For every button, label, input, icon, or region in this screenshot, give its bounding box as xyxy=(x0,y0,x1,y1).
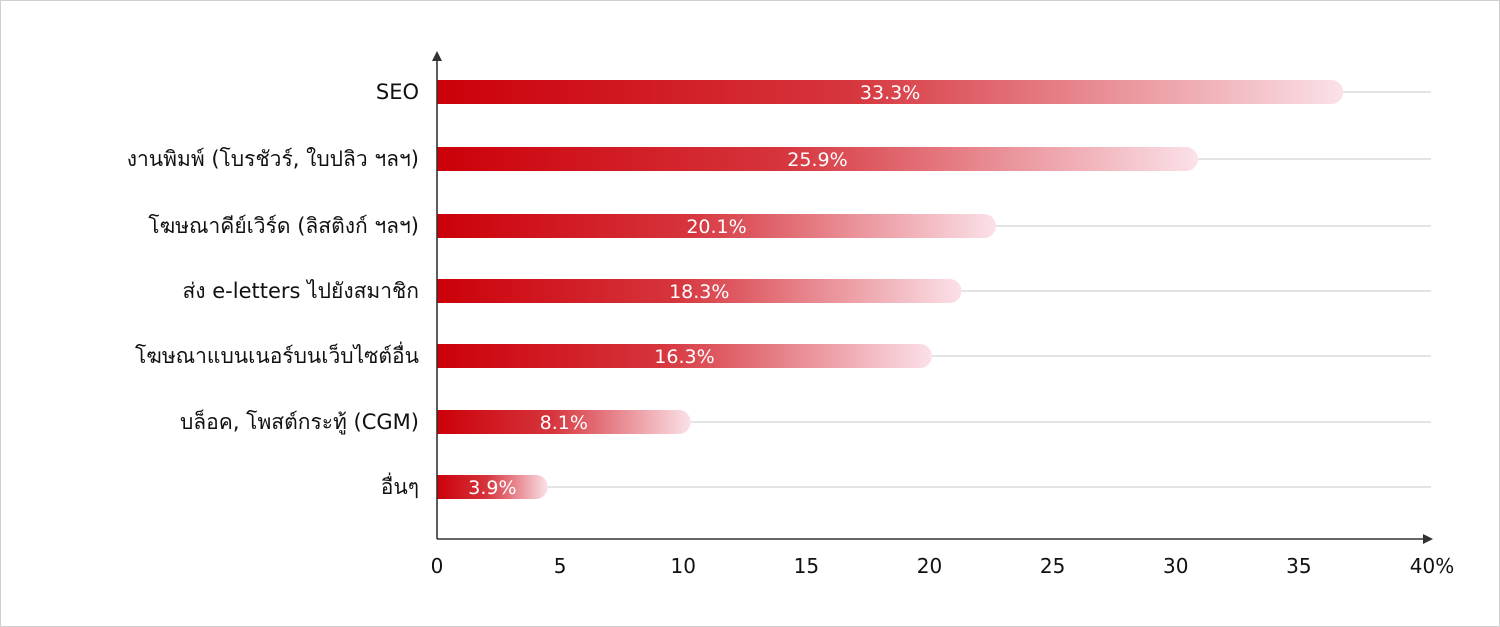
bar-value-label: 16.3% xyxy=(654,346,714,368)
x-tick-label: 5 xyxy=(554,554,567,578)
bar-value-label: 25.9% xyxy=(787,149,847,171)
bar-value-label: 8.1% xyxy=(540,412,588,434)
category-label: บล็อค, โพสต์กระทู้ (CGM) xyxy=(180,408,419,435)
category-label: โฆษณาคีย์เวิร์ด (ลิสติงก์ ฯลฯ) xyxy=(148,214,419,238)
category-label: SEO xyxy=(376,80,419,104)
bar xyxy=(437,147,1198,171)
bar xyxy=(437,475,548,499)
bar xyxy=(437,80,1344,104)
bar-value-label: 18.3% xyxy=(669,281,729,303)
bar xyxy=(437,410,691,434)
bar xyxy=(437,279,962,303)
y-axis-arrowhead xyxy=(432,51,442,61)
labels: 33.3% SEO 25.9% งานพิมพ์ (โบรชัวร์, ใบปลิว … xyxy=(127,80,1454,578)
x-tick-label: 35 xyxy=(1286,554,1311,578)
x-tick-label: 20 xyxy=(917,554,942,578)
x-tick-label: 25 xyxy=(1040,554,1065,578)
x-tick-label: 15 xyxy=(794,554,819,578)
category-label: ส่ง e-letters ไปยังสมาชิก xyxy=(182,279,419,303)
x-axis-arrowhead xyxy=(1423,534,1433,544)
bar-value-label: 33.3% xyxy=(860,82,920,104)
x-tick-label: 30 xyxy=(1163,554,1188,578)
category-label: โฆษณาแบนเนอร์บนเว็บไซต์อื่น xyxy=(135,341,419,368)
bar-value-label: 20.1% xyxy=(686,216,746,238)
x-tick-label: 40% xyxy=(1410,554,1454,578)
x-tick-label: 10 xyxy=(671,554,696,578)
bar-value-label: 3.9% xyxy=(468,477,516,499)
bar xyxy=(437,344,932,368)
x-tick-label: 0 xyxy=(431,554,444,578)
category-label: อื่นๆ xyxy=(381,472,419,499)
axes xyxy=(432,51,1433,544)
bar xyxy=(437,214,996,238)
category-label: งานพิมพ์ (โบรชัวร์, ใบปลิว ฯลฯ) xyxy=(127,147,419,171)
bars xyxy=(437,80,1344,499)
